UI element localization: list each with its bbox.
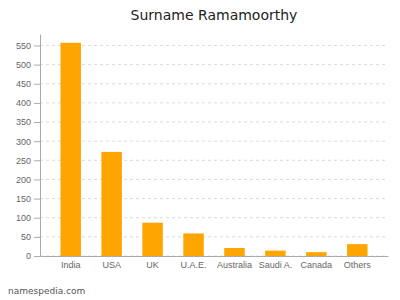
annotation: namespedia.com	[8, 286, 85, 296]
grid-line	[40, 45, 388, 46]
bar	[142, 223, 162, 256]
grid-line	[40, 141, 388, 142]
bars	[60, 43, 367, 256]
tick-label: 400	[16, 98, 31, 108]
tick: 200	[16, 175, 40, 185]
tick-label: Saudi A.	[259, 260, 293, 270]
tick-label: UK	[146, 260, 159, 270]
tick: 150	[16, 194, 40, 204]
tick-label: 50	[21, 232, 31, 242]
tick: Saudi A.	[259, 260, 293, 270]
bar	[60, 43, 80, 256]
tick-mark	[34, 103, 40, 104]
bar	[306, 252, 326, 256]
tick-mark	[34, 256, 40, 257]
tick: 0	[26, 251, 40, 261]
tick-label: Others	[344, 260, 372, 270]
tick-label: 550	[16, 41, 31, 51]
grid-line	[40, 236, 388, 237]
tick-label: 0	[26, 251, 31, 261]
grid-line	[40, 198, 388, 199]
grid-line	[40, 122, 388, 123]
title: Surname Ramamoorthy	[131, 7, 298, 23]
axis-line	[41, 256, 389, 257]
tick: 500	[16, 60, 40, 70]
tick: 450	[16, 79, 40, 89]
tick-label: 200	[16, 175, 31, 185]
tick: 300	[16, 137, 40, 147]
tick-label: 450	[16, 79, 31, 89]
tick: 400	[16, 98, 40, 108]
tick-label: India	[61, 260, 81, 270]
tick: UK	[146, 260, 159, 270]
tick-label: 350	[16, 117, 31, 127]
tick-label: Canada	[301, 260, 333, 270]
tick-mark	[34, 218, 40, 219]
tick-mark	[34, 65, 40, 66]
tick: 350	[16, 117, 40, 127]
grid	[40, 45, 388, 256]
y-axis: 0 50 100 150 200 250 300 350 400 450 500 550	[16, 35, 41, 262]
tick: USA	[102, 260, 121, 270]
tick: Australia	[217, 260, 252, 270]
axis-line	[40, 35, 41, 257]
tick: U.A.E.	[181, 260, 207, 270]
tick-mark	[34, 160, 40, 161]
tick-label: 100	[16, 213, 31, 223]
x-axis: India USA UK U.A.E. Australia Saudi A. Canada O…	[41, 257, 389, 271]
tick: 550	[16, 41, 40, 51]
tick-mark	[34, 122, 40, 123]
tick-label: 500	[16, 60, 31, 70]
tick-label: USA	[102, 260, 121, 270]
tick-label: U.A.E.	[181, 260, 207, 270]
grid-line	[40, 64, 388, 65]
grid-line	[40, 102, 388, 103]
chart: India USA UK U.A.E. Australia Saudi A. Canada O…	[0, 0, 400, 300]
tick-mark	[34, 84, 40, 85]
grid-line	[40, 179, 388, 180]
bar	[347, 244, 367, 256]
bar	[265, 251, 285, 256]
tick-mark	[34, 199, 40, 200]
tick-mark	[34, 179, 40, 180]
tick-label: 150	[16, 194, 31, 204]
bar	[183, 233, 203, 256]
grid-line	[40, 160, 388, 161]
tick-mark	[34, 141, 40, 142]
grid-line	[40, 217, 388, 218]
tick: 250	[16, 156, 40, 166]
tick: India	[61, 260, 81, 270]
tick: Canada	[301, 260, 333, 270]
tick-mark	[34, 45, 40, 46]
tick-mark	[34, 237, 40, 238]
tick-label: 250	[16, 156, 31, 166]
grid-line	[40, 256, 388, 257]
plot: India USA UK U.A.E. Australia Saudi A. Canada O…	[16, 35, 389, 271]
bar	[101, 152, 121, 256]
grid-line	[40, 83, 388, 84]
tick: 50	[21, 232, 40, 242]
bar	[224, 248, 244, 256]
tick: Others	[344, 260, 372, 270]
tick-label: Australia	[217, 260, 252, 270]
tick-label: 300	[16, 137, 31, 147]
tick: 100	[16, 213, 40, 223]
